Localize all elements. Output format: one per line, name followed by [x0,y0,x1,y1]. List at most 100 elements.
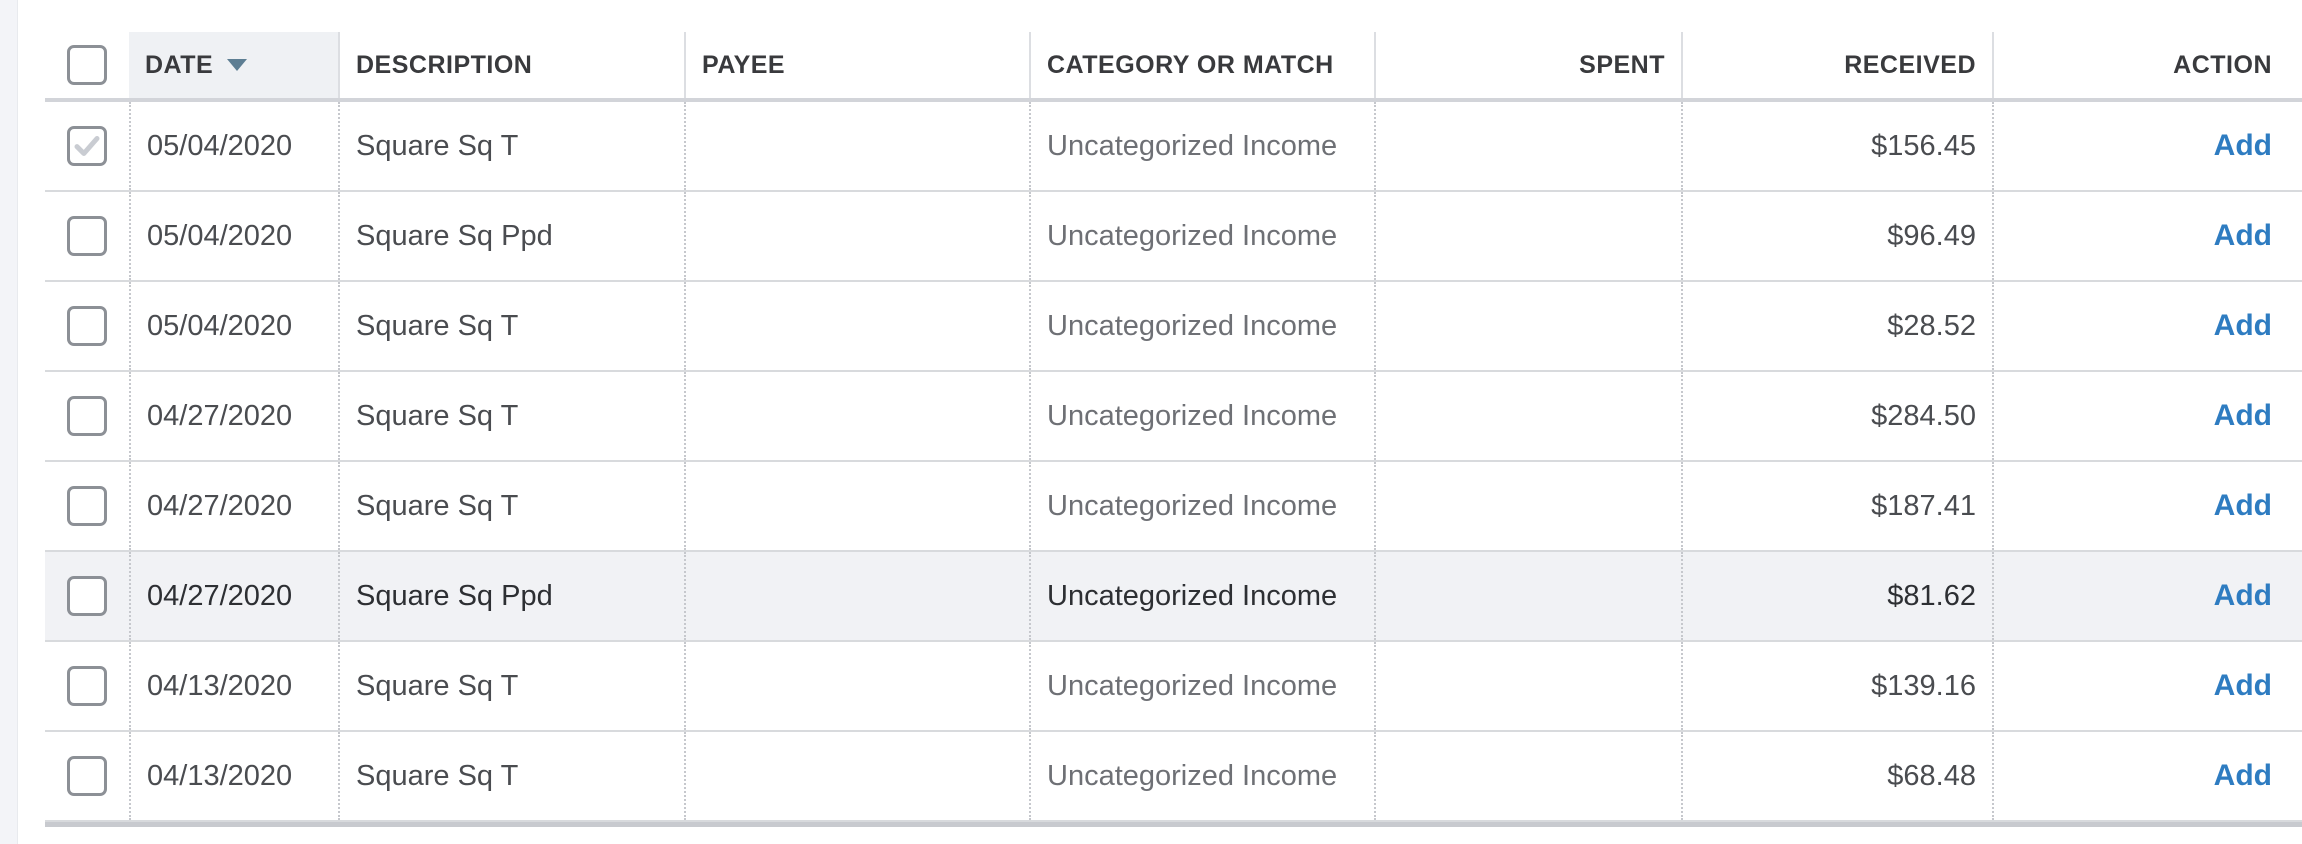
table-row[interactable]: 04/27/2020 Square Sq T Uncategorized Inc… [45,462,2302,552]
row-received: $68.48 [1681,732,1992,820]
row-category: Uncategorized Income [1029,372,1374,460]
row-action-cell: Add [1992,192,2302,280]
column-header-action: ACTION [1992,32,2302,98]
row-payee [684,372,1029,460]
add-button[interactable]: Add [2213,669,2272,702]
table-row[interactable]: 05/04/2020 Square Sq T Uncategorized Inc… [45,102,2302,192]
row-description: Square Sq T [338,462,684,550]
row-date: 05/04/2020 [129,102,338,190]
column-header-received-label: RECEIVED [1844,50,1976,79]
row-checkbox-cell [45,462,129,550]
add-button[interactable]: Add [2213,129,2272,162]
column-header-date-label: DATE [145,50,214,79]
column-header-category: CATEGORY OR MATCH [1029,32,1374,98]
row-payee [684,732,1029,820]
select-all-cell [45,32,129,98]
row-checkbox-cell [45,552,129,640]
column-header-action-label: ACTION [2173,50,2272,79]
row-action-cell: Add [1992,282,2302,370]
row-spent [1374,102,1681,190]
add-button[interactable]: Add [2213,489,2272,522]
row-received: $284.50 [1681,372,1992,460]
column-header-spent: SPENT [1374,32,1681,98]
row-checkbox[interactable] [67,576,107,616]
row-spent [1374,552,1681,640]
table-body: 05/04/2020 Square Sq T Uncategorized Inc… [45,102,2302,822]
row-action-cell: Add [1992,462,2302,550]
row-payee [684,462,1029,550]
row-description: Square Sq T [338,102,684,190]
row-date: 04/27/2020 [129,552,338,640]
row-checkbox[interactable] [67,666,107,706]
row-payee [684,282,1029,370]
table-row[interactable]: 05/04/2020 Square Sq T Uncategorized Inc… [45,282,2302,372]
row-spent [1374,462,1681,550]
row-description: Square Sq T [338,642,684,730]
column-header-description-label: DESCRIPTION [356,50,533,79]
row-action-cell: Add [1992,732,2302,820]
row-checkbox-cell [45,282,129,370]
row-date: 04/13/2020 [129,732,338,820]
row-checkbox[interactable] [67,306,107,346]
row-received: $139.16 [1681,642,1992,730]
row-checkbox[interactable] [67,486,107,526]
row-description: Square Sq T [338,372,684,460]
column-header-payee: PAYEE [684,32,1029,98]
row-date: 04/27/2020 [129,372,338,460]
select-all-checkbox[interactable] [67,45,107,85]
row-checkbox[interactable] [67,756,107,796]
row-received: $96.49 [1681,192,1992,280]
left-panel-edge [0,0,18,844]
sort-desc-icon [227,59,248,71]
transactions-table: DATE DESCRIPTION PAYEE CATEGORY OR MATCH… [45,32,2302,827]
table-row[interactable]: 04/13/2020 Square Sq T Uncategorized Inc… [45,732,2302,822]
column-header-date[interactable]: DATE [129,32,338,98]
add-button[interactable]: Add [2213,219,2272,252]
row-description: Square Sq Ppd [338,552,684,640]
table-bottom-border [45,822,2302,827]
column-header-category-label: CATEGORY OR MATCH [1047,50,1334,79]
column-header-description: DESCRIPTION [338,32,684,98]
table-row[interactable]: 04/27/2020 Square Sq T Uncategorized Inc… [45,372,2302,462]
row-category: Uncategorized Income [1029,462,1374,550]
table-row[interactable]: 05/04/2020 Square Sq Ppd Uncategorized I… [45,192,2302,282]
row-checkbox[interactable] [67,126,107,166]
row-spent [1374,372,1681,460]
row-description: Square Sq T [338,732,684,820]
row-action-cell: Add [1992,642,2302,730]
add-button[interactable]: Add [2213,579,2272,612]
row-spent [1374,282,1681,370]
add-button[interactable]: Add [2213,309,2272,342]
row-received: $156.45 [1681,102,1992,190]
row-category: Uncategorized Income [1029,282,1374,370]
row-payee [684,552,1029,640]
column-header-received: RECEIVED [1681,32,1992,98]
row-checkbox-cell [45,102,129,190]
row-checkbox-cell [45,732,129,820]
table-row[interactable]: 04/13/2020 Square Sq T Uncategorized Inc… [45,642,2302,732]
row-description: Square Sq T [338,282,684,370]
column-header-payee-label: PAYEE [702,50,786,79]
row-category: Uncategorized Income [1029,192,1374,280]
row-category: Uncategorized Income [1029,102,1374,190]
row-received: $187.41 [1681,462,1992,550]
table-header-row: DATE DESCRIPTION PAYEE CATEGORY OR MATCH… [45,32,2302,102]
row-payee [684,102,1029,190]
row-category: Uncategorized Income [1029,642,1374,730]
row-checkbox[interactable] [67,396,107,436]
row-category: Uncategorized Income [1029,732,1374,820]
row-checkbox[interactable] [67,216,107,256]
row-payee [684,642,1029,730]
table-row[interactable]: 04/27/2020 Square Sq Ppd Uncategorized I… [45,552,2302,642]
row-payee [684,192,1029,280]
row-description: Square Sq Ppd [338,192,684,280]
row-date: 04/27/2020 [129,462,338,550]
row-spent [1374,192,1681,280]
add-button[interactable]: Add [2213,399,2272,432]
add-button[interactable]: Add [2213,759,2272,792]
row-date: 05/04/2020 [129,282,338,370]
row-received: $28.52 [1681,282,1992,370]
row-category: Uncategorized Income [1029,552,1374,640]
row-date: 05/04/2020 [129,192,338,280]
